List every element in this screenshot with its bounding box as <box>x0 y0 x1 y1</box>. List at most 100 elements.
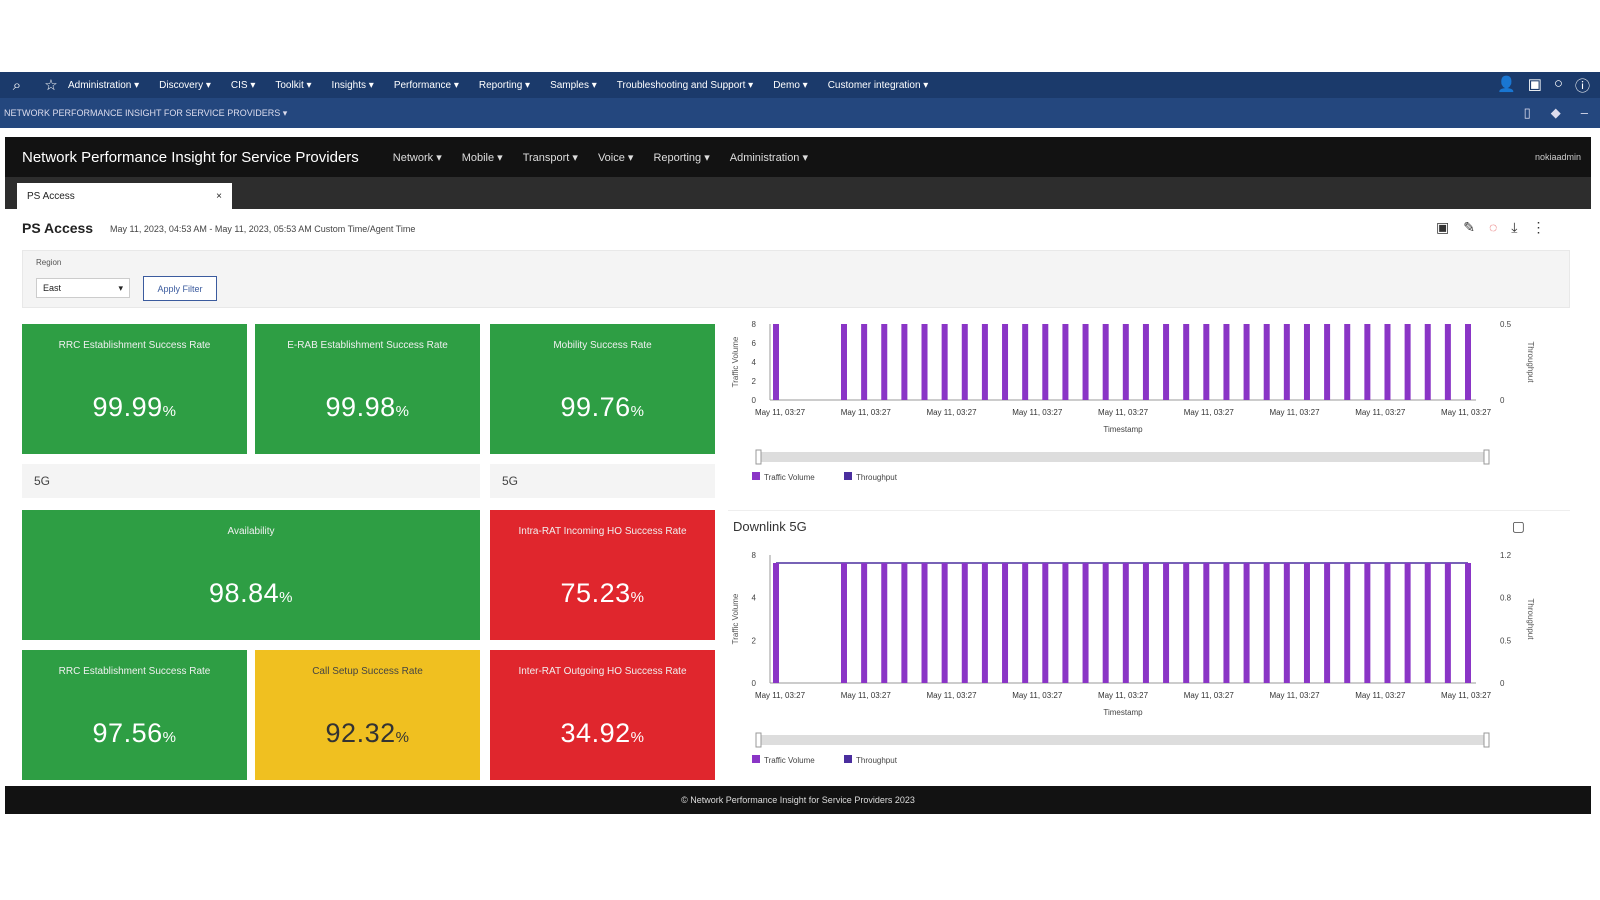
user-icon[interactable]: 👤 <box>1497 75 1516 93</box>
x-tick-label: May 11, 03:27 <box>755 691 806 700</box>
downlink-chart[interactable]: Traffic Volume Throughput 0 2 4 8 0 0.5 0.8 1.2 Ma… <box>728 511 1570 781</box>
bar <box>881 563 888 683</box>
x-axis-label: Timestamp <box>1103 708 1143 717</box>
close-icon[interactable]: × <box>216 190 222 202</box>
bar <box>1283 324 1290 400</box>
kpi-tile-availability[interactable]: Availability 98.84% <box>22 510 480 640</box>
kpi-tile-outgoing-ho[interactable]: Inter-RAT Outgoing HO Success Rate 34.92… <box>490 650 715 780</box>
kpi-value: 97.56% <box>92 718 177 748</box>
kpi-label: Inter-RAT Outgoing HO Success Rate <box>518 666 687 677</box>
star-icon[interactable]: ☆ <box>44 77 58 94</box>
minimize-icon[interactable]: – <box>1580 105 1588 120</box>
topnav-item-administration[interactable]: Administration ▾ <box>68 79 140 91</box>
topnav-item-performance[interactable]: Performance ▾ <box>393 79 459 91</box>
help-circle-icon[interactable]: ○ <box>1553 74 1563 92</box>
topnav-item-cis[interactable]: CIS ▾ <box>230 79 256 91</box>
y2-tick-label: 0.8 <box>1500 594 1512 603</box>
topnav-item-troubleshooting[interactable]: Troubleshooting and Support ▾ <box>616 79 754 91</box>
x-tick-label: May 11, 03:27 <box>1355 408 1406 417</box>
bar <box>1303 324 1310 400</box>
topnav-item-reporting[interactable]: Reporting ▾ <box>478 79 531 91</box>
app-nav-network[interactable]: Network ▾ <box>392 151 442 164</box>
expand-icon[interactable]: ▢ <box>1511 518 1525 534</box>
y-tick-label: 0 <box>752 396 757 405</box>
traffic-volume-chart[interactable]: Traffic Volume Throughput 0 2 4 6 8 0 0.5 May 11,… <box>728 318 1570 498</box>
bar <box>1364 324 1371 400</box>
tab-ps-access[interactable]: PS Access × <box>17 183 232 209</box>
kpi-tile-call-setup[interactable]: Call Setup Success Rate 92.32% <box>255 650 480 780</box>
bar <box>1243 563 1250 683</box>
document-icon[interactable]: ▯ <box>1523 105 1531 120</box>
topnav-item-demo[interactable]: Demo ▾ <box>773 79 808 91</box>
kpi-label: Availability <box>227 526 275 537</box>
y2-axis-label: Throughput <box>1526 599 1535 641</box>
bar <box>1384 324 1391 400</box>
topnav-item-insights[interactable]: Insights ▾ <box>331 79 374 91</box>
app-nav-reporting[interactable]: Reporting ▾ <box>653 151 710 164</box>
bar <box>1122 563 1129 683</box>
bar <box>981 324 988 400</box>
topnav-item-samples[interactable]: Samples ▾ <box>550 79 597 91</box>
app-nav-voice[interactable]: Voice ▾ <box>597 151 634 164</box>
save-icon[interactable]: ▣ <box>1436 219 1450 235</box>
x-tick-label: May 11, 03:27 <box>926 408 977 417</box>
bar <box>1444 324 1451 400</box>
kpi-tile-rrc-success-2[interactable]: RRC Establishment Success Rate 97.56% <box>22 650 247 780</box>
app-nav-administration[interactable]: Administration ▾ <box>729 151 809 164</box>
bar <box>1384 563 1391 683</box>
bar <box>941 324 948 400</box>
username[interactable]: nokiaadmin <box>1534 152 1581 162</box>
topnav-item-customer-integration[interactable]: Customer integration ▾ <box>827 79 929 91</box>
download-icon[interactable]: ⤓ <box>1511 219 1518 235</box>
app-nav-transport[interactable]: Transport ▾ <box>522 151 578 164</box>
bar <box>1142 324 1149 400</box>
y-tick-label: 2 <box>752 636 757 645</box>
kpi-tile-incoming-ho[interactable]: Intra-RAT Incoming HO Success Rate 75.23… <box>490 510 715 640</box>
kpi-tile-mobility-success[interactable]: Mobility Success Rate 99.76% <box>490 324 715 454</box>
bar <box>921 324 928 400</box>
y2-tick-label: 0.5 <box>1500 320 1512 329</box>
y-axis-label: Traffic Volume <box>731 336 740 387</box>
legend-swatch <box>752 472 760 480</box>
x-tick-label: May 11, 03:27 <box>1012 691 1063 700</box>
legend-swatch <box>844 472 852 480</box>
app-header: Network Performance Insight for Service … <box>5 137 1591 177</box>
apps-icon[interactable]: ▣ <box>1527 75 1542 93</box>
kpi-value: 98.84% <box>209 578 293 608</box>
edit-icon[interactable]: ✎ <box>1463 219 1475 235</box>
region-select[interactable]: East ▾ <box>36 278 130 298</box>
y-axis-label: Traffic Volume <box>731 593 740 644</box>
region-select-value: East <box>43 283 62 293</box>
x-tick-label: May 11, 03:27 <box>926 691 977 700</box>
page-time-range: May 11, 2023, 04:53 AM - May 11, 2023, 0… <box>110 224 416 234</box>
refresh-icon[interactable]: ◌ <box>1488 219 1498 235</box>
top-navigation-bar: ⌕ ☆ Administration ▾ Discovery ▾ CIS ▾ T… <box>0 72 1600 98</box>
chart-title: Downlink 5G <box>733 519 807 534</box>
bar <box>1203 563 1210 683</box>
apply-filter-button[interactable]: Apply Filter <box>143 276 217 301</box>
bar <box>881 324 888 400</box>
search-icon[interactable]: ⌕ <box>12 76 22 94</box>
info-icon[interactable]: ⓘ <box>1574 77 1590 95</box>
more-icon[interactable]: ⋮ <box>1531 219 1546 235</box>
app-nav-mobile[interactable]: Mobile ▾ <box>461 151 503 164</box>
y-tick-label: 4 <box>752 594 757 603</box>
bar <box>1183 324 1190 400</box>
kpi-tile-erab-success[interactable]: E-RAB Establishment Success Rate 99.98% <box>255 324 480 454</box>
kpi-value: 92.32% <box>325 718 410 748</box>
bar <box>1444 563 1451 683</box>
bar <box>1022 563 1029 683</box>
topnav-item-toolkit[interactable]: Toolkit ▾ <box>275 79 312 91</box>
y-tick-label: 8 <box>752 320 757 329</box>
bar <box>861 563 868 683</box>
page-toolbar: ▣ ✎ ◌ ⤓ ⋮ <box>1436 219 1546 236</box>
bar <box>773 563 779 683</box>
kpi-tile-rrc-success[interactable]: RRC Establishment Success Rate 99.99% <box>22 324 247 454</box>
bar <box>1163 563 1170 683</box>
kpi-label: E-RAB Establishment Success Rate <box>287 340 448 351</box>
topnav-item-discovery[interactable]: Discovery ▾ <box>159 79 211 91</box>
breadcrumb[interactable]: NETWORK PERFORMANCE INSIGHT FOR SERVICE … <box>4 107 288 118</box>
range-slider-handle-left <box>755 732 762 748</box>
breadcrumb-bar: NETWORK PERFORMANCE INSIGHT FOR SERVICE … <box>0 98 1600 128</box>
settings-icon[interactable]: ◆ <box>1550 105 1561 120</box>
